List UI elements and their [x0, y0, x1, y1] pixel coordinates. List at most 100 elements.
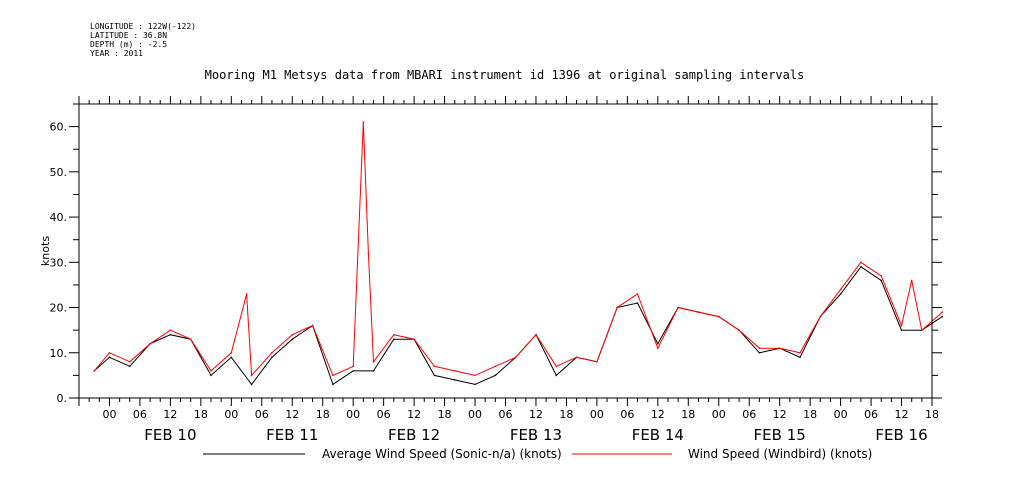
data-point-windbird [860, 261, 862, 264]
day-label: FEB 14 [632, 426, 684, 444]
x-tick-label: 06 [864, 408, 878, 421]
y-axis-label: knots [39, 236, 52, 266]
y-tick-label: 0. [57, 392, 68, 405]
axis-labels: 00 06 12 18 00 06 12 18 00 06 12 18 00 06 12 18 00 06 12 18… [50, 121, 940, 444]
x-tick-label: 18 [681, 408, 695, 421]
x-tick-label: 18 [803, 408, 817, 421]
data-point-sonic [860, 266, 862, 268]
y-tick-label: 30. [50, 256, 68, 269]
data-point-windbird [311, 324, 314, 327]
data-point-sonic [494, 374, 497, 377]
x-tick-label: 00 [712, 408, 726, 421]
y-tick-label: 60. [50, 121, 68, 134]
data-point-windbird [169, 329, 172, 332]
data-point-windbird [778, 347, 781, 350]
data-point-windbird [941, 311, 943, 313]
data-point-windbird [108, 352, 111, 354]
data-point-windbird [367, 252, 370, 255]
data-point-sonic [230, 356, 233, 359]
y-tick-label: 50. [50, 166, 68, 179]
data-point-windbird [535, 333, 537, 336]
longitude-text: LONGITUDE : 122W(-122) [90, 22, 196, 31]
x-tick-label: 18 [194, 408, 208, 421]
data-point-windbird [93, 370, 95, 372]
data-point-windbird [758, 347, 761, 350]
data-point-windbird [453, 370, 456, 372]
data-point-sonic [393, 338, 395, 341]
data-point-windbird [362, 121, 365, 123]
data-point-windbird [819, 315, 822, 318]
data-point-windbird [230, 352, 233, 354]
data-point-sonic [250, 383, 253, 386]
data-point-windbird [900, 324, 903, 327]
data-point-sonic [108, 356, 111, 359]
data-point-sonic [474, 383, 476, 386]
data-point-windbird [393, 333, 395, 336]
data-point-windbird [474, 374, 476, 377]
data-point-windbird [271, 352, 273, 354]
data-point-windbird [433, 365, 436, 368]
x-tick-label: 12 [895, 408, 909, 421]
data-point-sonic [169, 333, 172, 336]
data-point-windbird [250, 374, 253, 377]
data-point-sonic [657, 342, 659, 345]
data-point-windbird [910, 279, 913, 282]
x-tick-label: 06 [255, 408, 269, 421]
x-tick-label: 06 [742, 408, 756, 421]
data-point-sonic [271, 356, 273, 359]
data-point-windbird [514, 356, 517, 359]
data-point-windbird [596, 361, 598, 363]
data-point-windbird [880, 275, 882, 277]
x-tick-label: 12 [651, 408, 665, 421]
legend: Average Wind Speed (Sonic-n/a) (knots) W… [203, 447, 872, 461]
x-tick-label: 00 [834, 408, 848, 421]
data-point-sonic [900, 329, 903, 332]
data-point-sonic [555, 374, 558, 377]
x-tick-label: 12 [407, 408, 421, 421]
data-point-sonic [799, 356, 801, 359]
day-label: FEB 16 [875, 426, 927, 444]
year-text: YEAR : 2011 [90, 49, 143, 58]
series-line-windbird [93, 122, 943, 377]
data-point-windbird [291, 333, 294, 336]
data-point-windbird [372, 361, 375, 363]
data-point-sonic [453, 379, 456, 381]
x-tick-label: 06 [377, 408, 391, 421]
x-tick-label: 00 [102, 408, 116, 421]
data-point-windbird [352, 365, 355, 368]
data-point-windbird [332, 374, 334, 377]
data-point-windbird [494, 365, 497, 368]
data-point-windbird [413, 338, 415, 341]
data-point-sonic [332, 383, 334, 386]
data-point-windbird [245, 293, 248, 295]
data-point-windbird [677, 306, 679, 309]
axis-ticks [69, 96, 942, 406]
data-point-windbird [189, 338, 192, 341]
data-point-windbird [657, 347, 659, 350]
data-point-windbird [799, 352, 801, 354]
data-point-sonic [433, 374, 436, 377]
depth-text: DEPTH (m) : -2.5 [90, 40, 168, 49]
x-tick-label: 18 [925, 408, 939, 421]
y-tick-label: 10. [50, 347, 68, 360]
day-label: FEB 12 [388, 426, 440, 444]
x-tick-label: 12 [529, 408, 543, 421]
chart-title: Mooring M1 Metsys data from MBARI instru… [204, 68, 805, 82]
data-point-sonic [941, 315, 943, 318]
x-tick-label: 00 [468, 408, 482, 421]
x-tick-label: 06 [620, 408, 634, 421]
data-point-windbird [636, 293, 639, 295]
data-point-windbird [616, 306, 618, 309]
data-point-sonic [352, 370, 355, 372]
legend-label-windbird: Wind Speed (Windbird) (knots) [688, 447, 872, 461]
day-label: FEB 11 [266, 426, 318, 444]
data-point-windbird [149, 342, 151, 345]
data-point-windbird [555, 365, 558, 368]
latitude-text: LATITUDE : 36.8N [90, 31, 168, 40]
x-tick-label: 12 [285, 408, 299, 421]
data-point-sonic [129, 365, 131, 368]
data-point-sonic [839, 293, 842, 295]
day-label: FEB 10 [144, 426, 196, 444]
x-tick-label: 18 [559, 408, 573, 421]
